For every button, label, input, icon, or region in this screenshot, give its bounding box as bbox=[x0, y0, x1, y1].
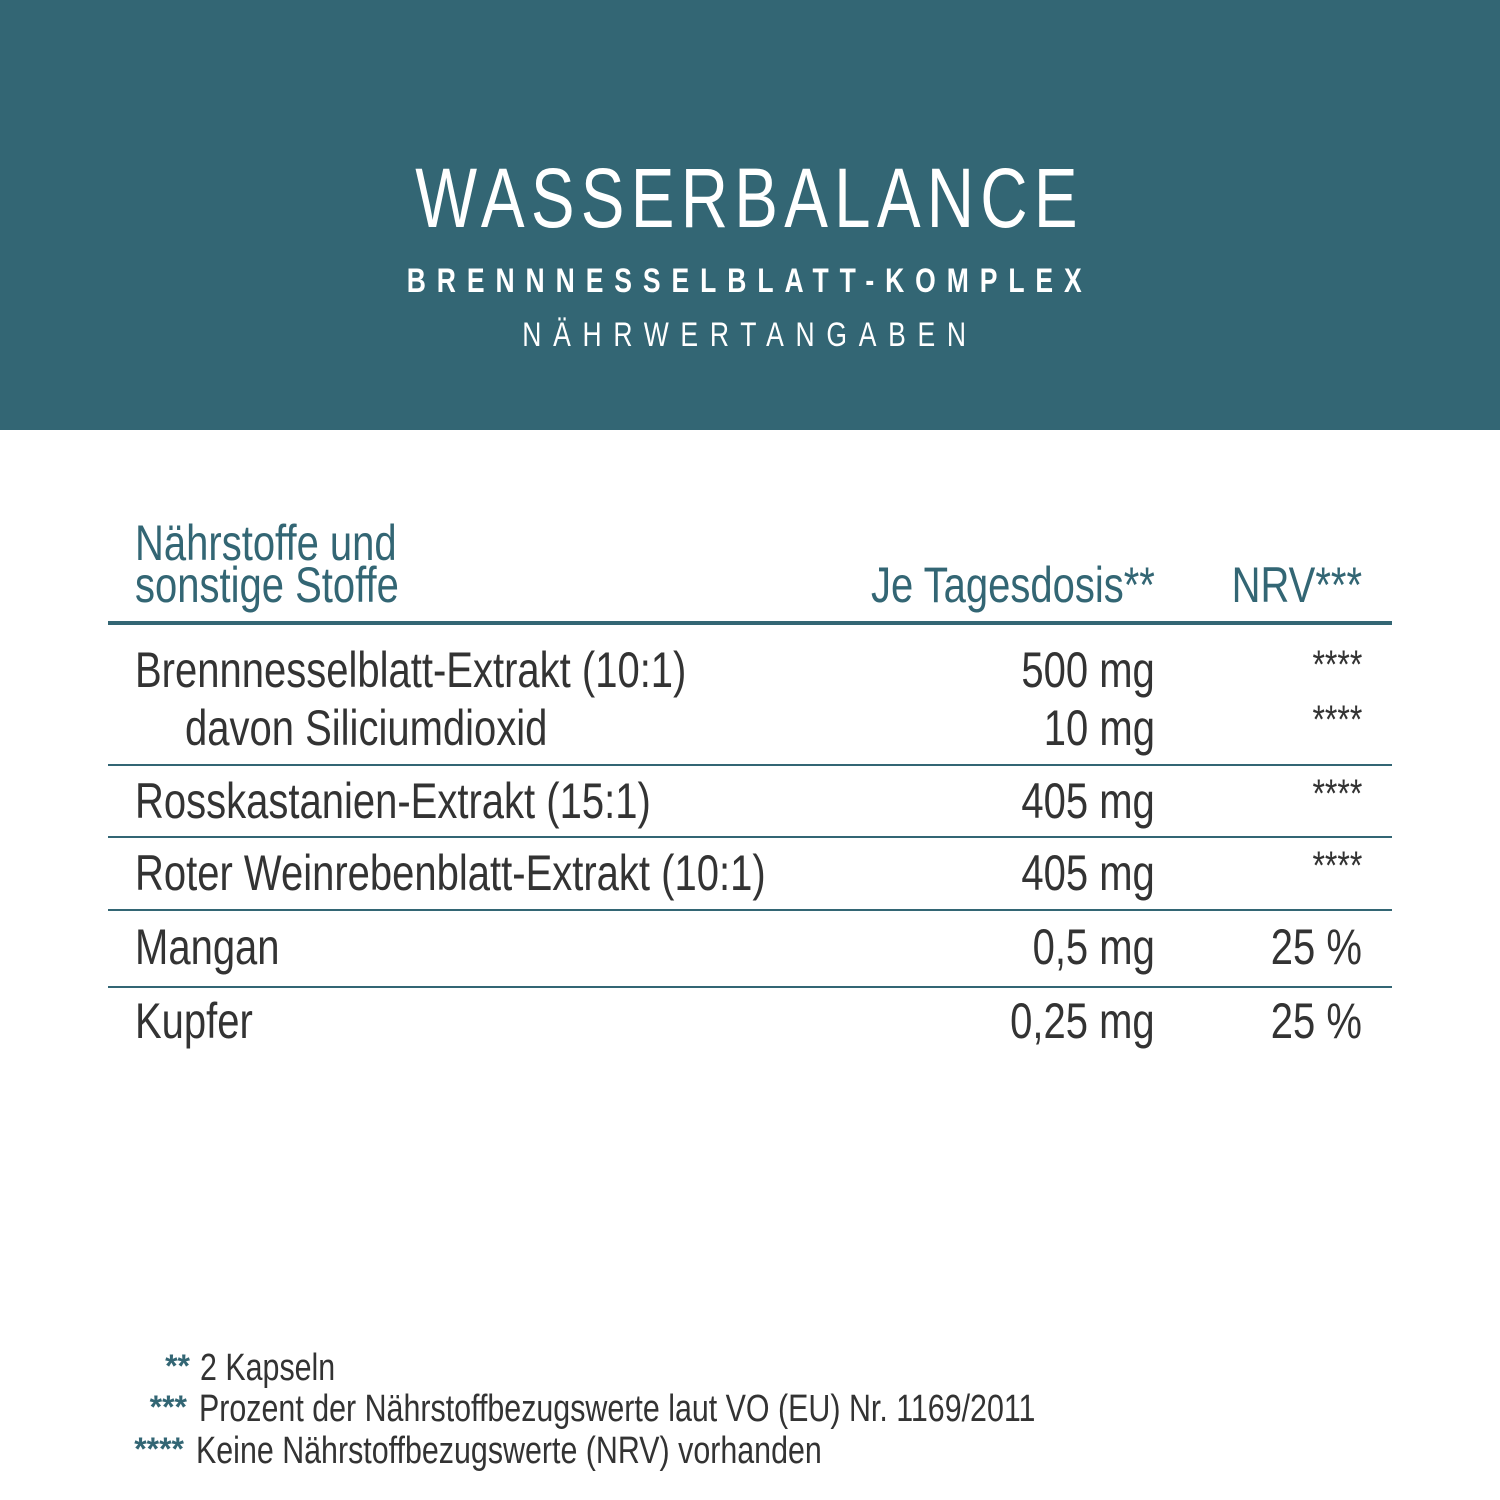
product-subtitle: BRENNNESSELBLATT-KOMPLEX bbox=[0, 262, 1500, 301]
section-title-text: NÄHRWERTANGABEN bbox=[522, 316, 978, 354]
product-subtitle-text: BRENNNESSELBLATT-KOMPLEX bbox=[407, 262, 1093, 300]
product-title-text: WASSERBALANCE bbox=[415, 151, 1085, 245]
footnote-text: Keine Nährstoffbezugswerte (NRV) vorhand… bbox=[196, 1430, 822, 1472]
header-divider bbox=[108, 621, 1392, 625]
row-divider bbox=[108, 986, 1392, 988]
footnote-mark: *** bbox=[149, 1389, 187, 1425]
row-divider bbox=[108, 836, 1392, 838]
row-name: Rosskastanien-Extrakt (15:1) bbox=[135, 773, 651, 829]
row-dose: 0,25 mg bbox=[1010, 993, 1155, 1049]
column-header-nrv: NRV*** bbox=[1231, 557, 1362, 613]
row-nrv: 25 % bbox=[1270, 919, 1362, 975]
column-header-dose: Je Tagesdosis** bbox=[871, 557, 1155, 613]
row-dose: 10 mg bbox=[1043, 700, 1155, 756]
row-dose: 0,5 mg bbox=[1032, 919, 1155, 975]
row-divider bbox=[108, 764, 1392, 766]
column-header-nutrients-2: sonstige Stoffe bbox=[135, 557, 399, 613]
row-nrv: **** bbox=[1312, 844, 1362, 888]
row-dose: 405 mg bbox=[1021, 845, 1155, 901]
footnote-mark: **** bbox=[134, 1431, 184, 1467]
row-nrv: **** bbox=[1312, 698, 1362, 742]
row-name: Brennnesselblatt-Extrakt (10:1) bbox=[135, 642, 687, 698]
footnote-text: Prozent der Nährstoffbezugswerte laut VO… bbox=[199, 1388, 1036, 1430]
row-divider bbox=[108, 909, 1392, 911]
product-title: WASSERBALANCE bbox=[0, 150, 1500, 247]
row-nrv: 25 % bbox=[1270, 993, 1362, 1049]
column-header-nutrients-1: Nährstoffe und bbox=[135, 515, 397, 571]
row-name: Roter Weinrebenblatt-Extrakt (10:1) bbox=[135, 845, 766, 901]
row-name: davon Siliciumdioxid bbox=[185, 700, 548, 756]
header-band bbox=[0, 0, 1500, 430]
row-nrv: **** bbox=[1312, 772, 1362, 816]
row-dose: 405 mg bbox=[1021, 773, 1155, 829]
footnote-mark: ** bbox=[165, 1348, 190, 1384]
section-title: NÄHRWERTANGABEN bbox=[0, 316, 1500, 355]
row-name: Mangan bbox=[135, 919, 280, 975]
footnote-text: 2 Kapseln bbox=[200, 1347, 336, 1389]
row-dose: 500 mg bbox=[1021, 642, 1155, 698]
row-nrv: **** bbox=[1312, 643, 1362, 687]
row-name: Kupfer bbox=[135, 993, 253, 1049]
